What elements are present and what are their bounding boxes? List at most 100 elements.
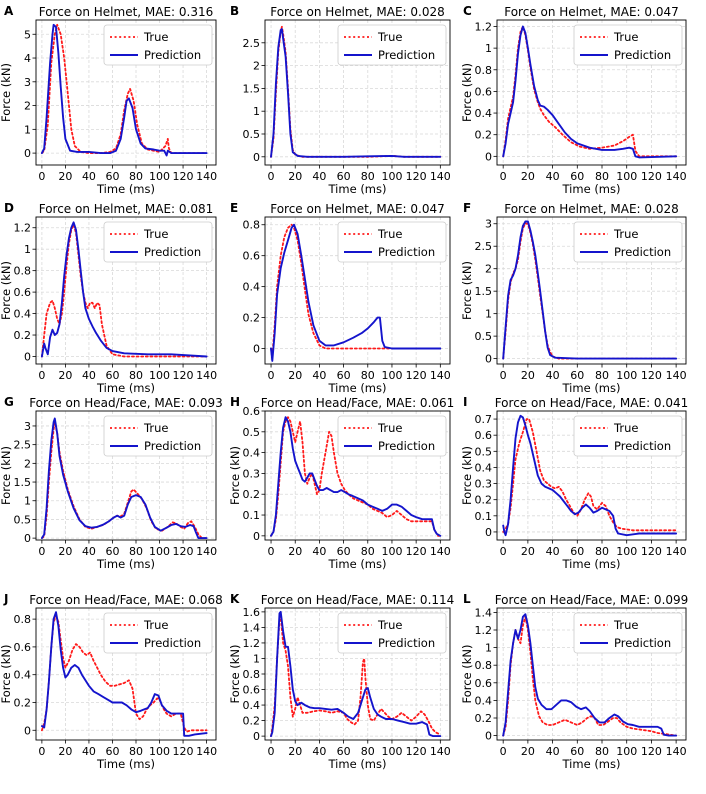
x-tick-label: 140 [430, 745, 451, 758]
legend: True Prediction [573, 24, 683, 66]
y-tick-label: 2 [24, 100, 31, 113]
y-tick-label: 1 [253, 652, 260, 665]
chart-panel-c: 0 20 40 60 80 100 120 140 0 0.2 0.4 0.6 0.8 1 1.2 Force… [460, 4, 687, 196]
panel-letter: E [230, 201, 238, 215]
panel-letter: K [230, 592, 240, 606]
x-tick-label: 120 [641, 745, 662, 758]
plot-frame [35, 19, 217, 166]
y-tick-label: 0.5 [14, 513, 32, 526]
x-tick-label: 40 [546, 170, 560, 183]
y-tick-label: 0 [253, 151, 260, 164]
x-tick-label: 40 [82, 745, 96, 758]
y-tick-label: 1 [24, 243, 31, 256]
x-tick-label: 60 [105, 369, 119, 382]
x-tick-label: 60 [570, 170, 584, 183]
series-prediction-line [40, 221, 208, 358]
x-tick-label: 120 [406, 369, 427, 382]
legend: True Prediction [337, 24, 447, 66]
series-true-line [502, 418, 677, 533]
legend: True Prediction [337, 415, 447, 457]
x-tick-label: 100 [381, 545, 402, 558]
y-tick-label: 0.4 [475, 461, 493, 474]
y-tick-label: 0.5 [475, 445, 493, 458]
legend-label-true: True [143, 618, 168, 632]
series-prediction-line [40, 23, 208, 157]
legend-label-true: True [613, 421, 638, 435]
chart-title: Force on Head/Face, MAE: 0.041 [495, 396, 689, 410]
y-tick-label: 1 [485, 42, 492, 55]
plot-frame [35, 410, 217, 541]
chart-title: Force on Helmet, MAE: 0.047 [504, 5, 679, 19]
y-tick-label: 1.2 [243, 637, 261, 650]
x-tick-label: 40 [82, 170, 96, 183]
y-tick-label: 2 [24, 457, 31, 470]
y-tick-label: 1.2 [14, 222, 32, 235]
y-axis-label: Force (kN) [228, 446, 242, 505]
x-tick-label: 80 [361, 170, 375, 183]
chart-panel-d: 0 20 40 60 80 100 120 140 0 0.2 0.4 0.6 0.8 1 1.2 Force… [0, 201, 217, 395]
panel-letter: L [463, 592, 471, 606]
y-axis-label: Force (kN) [228, 644, 242, 703]
y-tick-label: 0 [24, 147, 31, 160]
y-tick-label: 0.4 [475, 107, 493, 120]
y-tick-label: 0.2 [475, 712, 493, 725]
y-tick-label: 0 [485, 353, 492, 366]
y-tick-label: 2.5 [475, 240, 493, 253]
legend: True Prediction [337, 612, 447, 654]
y-tick-label: 0.2 [243, 312, 261, 325]
x-tick-label: 60 [570, 545, 584, 558]
x-tick-label: 120 [406, 745, 427, 758]
grid [265, 20, 450, 165]
legend: True Prediction [103, 24, 213, 66]
y-tick-label: 1.2 [475, 624, 493, 637]
y-tick-label: 0.2 [475, 494, 493, 507]
y-axis-label: Force (kN) [460, 644, 474, 703]
y-tick-label: 0 [24, 532, 31, 545]
chart-panel-j: 0 20 40 60 80 100 120 140 0 0.2 0.4 0.6 0.8 Force on … [0, 592, 223, 771]
plot-frame [496, 19, 687, 166]
y-tick-label: 0.2 [475, 129, 493, 142]
y-tick-label: 4 [24, 52, 31, 65]
y-tick-label: 1.2 [475, 20, 493, 33]
x-axis-label: Time (ms) [562, 381, 621, 395]
y-axis-label: Force (kN) [0, 644, 13, 703]
x-tick-label: 60 [337, 369, 351, 382]
chart-panel-i: 0 20 40 60 80 100 120 140 0 0.1 0.2 0.3 0.4 0.5 0.6 0.7… [460, 395, 688, 571]
y-tick-label: 0.8 [243, 668, 261, 681]
x-tick-label: 120 [406, 545, 427, 558]
x-tick-label: 20 [521, 170, 535, 183]
legend: True Prediction [573, 415, 683, 457]
y-tick-label: 0.5 [475, 330, 493, 343]
legend-label-prediction: Prediction [144, 48, 201, 62]
x-tick-label: 0 [38, 545, 45, 558]
y-tick-label: 3 [24, 76, 31, 89]
x-tick-label: 80 [595, 369, 609, 382]
y-tick-label: 0.6 [14, 286, 32, 299]
x-tick-label: 0 [500, 369, 507, 382]
legend: True Prediction [103, 415, 213, 457]
x-tick-label: 60 [105, 745, 119, 758]
x-axis-label: Time (ms) [96, 182, 155, 196]
series-true-line [41, 23, 208, 154]
x-tick-label: 100 [616, 170, 637, 183]
panel-letter: C [463, 4, 472, 18]
x-tick-label: 40 [546, 745, 560, 758]
x-tick-label: 0 [38, 369, 45, 382]
x-tick-label: 140 [666, 369, 687, 382]
x-tick-label: 120 [641, 170, 662, 183]
chart-panel-l: 0 20 40 60 80 100 120 14000.20.40.60.811.21.4Fo… [460, 592, 688, 771]
legend-label-prediction: Prediction [144, 245, 201, 259]
legend: True Prediction [337, 221, 447, 263]
x-tick-label: 20 [288, 170, 302, 183]
x-axis-label: Time (ms) [328, 757, 387, 771]
x-tick-label: 60 [337, 170, 351, 183]
y-tick-label: 0.2 [14, 696, 32, 709]
y-axis-label: Force (kN) [0, 261, 13, 320]
x-tick-label: 100 [381, 745, 402, 758]
legend-label-true: True [377, 227, 402, 241]
panel-letter: J [3, 592, 8, 606]
y-tick-label: 0.6 [475, 85, 493, 98]
x-tick-label: 0 [38, 745, 45, 758]
x-tick-label: 0 [268, 745, 275, 758]
y-tick-label: 0 [485, 526, 492, 539]
